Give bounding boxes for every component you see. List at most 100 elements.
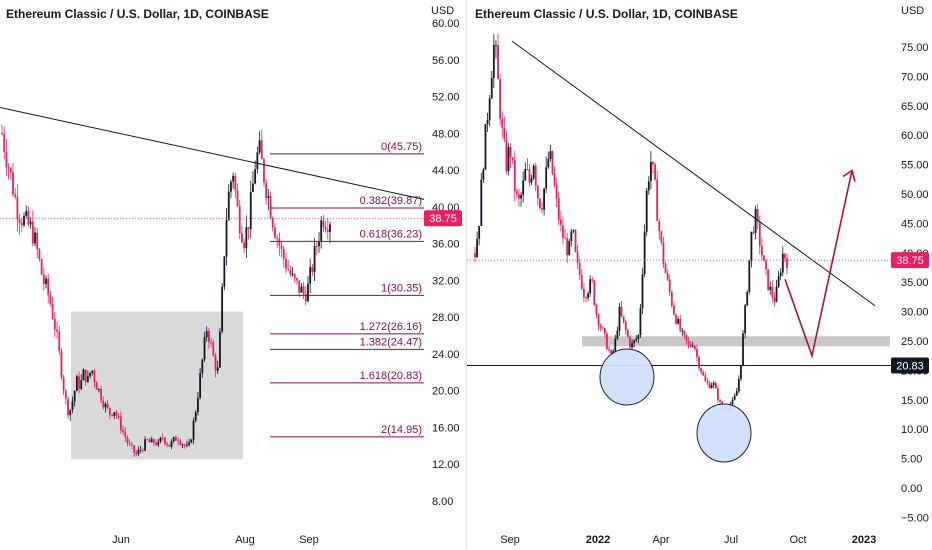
- left-candle-body: [271, 218, 274, 228]
- right-candle: [608, 346, 610, 353]
- right-candle-body: [633, 340, 636, 344]
- left-candle-body: [161, 437, 164, 439]
- left-candle-body: [252, 183, 254, 192]
- right-candle-body: [610, 350, 613, 354]
- left-candle-body: [29, 221, 32, 225]
- left-candle: [36, 227, 39, 259]
- right-candle: [507, 143, 510, 176]
- right-candle-body: [570, 231, 573, 241]
- left-candle-body: [86, 376, 89, 382]
- right-candle-body: [566, 238, 569, 256]
- right-candle-body: [480, 179, 483, 226]
- right-candle-body: [614, 338, 617, 351]
- right-candle-body: [689, 343, 692, 347]
- left-candle: [67, 396, 69, 419]
- right-candle: [482, 167, 485, 183]
- left-candle-body: [267, 196, 270, 199]
- right-candle: [572, 229, 575, 234]
- right-candle: [683, 330, 686, 339]
- left-last-price-tag: 38.75: [424, 210, 462, 227]
- left-candle: [58, 326, 61, 355]
- right-candle: [767, 269, 770, 292]
- left-candle-body: [168, 444, 171, 447]
- left-candle-body: [1, 133, 3, 135]
- left-candle: [104, 401, 107, 413]
- right-candle: [740, 365, 742, 382]
- right-candle: [511, 157, 514, 165]
- left-candle-body: [51, 304, 54, 319]
- left-candle-body: [276, 237, 279, 239]
- right-candle-body: [578, 262, 581, 275]
- right-candle: [675, 313, 677, 326]
- left-y-tick-label: 8.00: [432, 496, 453, 508]
- left-chart-panel[interactable]: 8.00 12.00 16.00 20.00 24.00 28.00 32.00 36.00 4…: [0, 0, 466, 550]
- right-candle-body: [771, 286, 774, 298]
- left-candle: [232, 172, 235, 189]
- left-candle: [102, 396, 105, 410]
- left-candle-body: [241, 233, 243, 243]
- right-candle-body: [719, 399, 721, 402]
- right-candle: [624, 319, 627, 335]
- right-y-axis-ticks: −5.000.005.0010.0015.0020.0025.0030.0035…: [901, 42, 929, 524]
- right-chart-canvas[interactable]: −5.000.005.0010.0015.0020.0025.0030.0035…: [467, 0, 932, 550]
- left-candle: [82, 368, 85, 381]
- right-candle-body: [742, 333, 744, 366]
- left-candle: [216, 360, 219, 375]
- right-candle: [495, 40, 497, 59]
- right-candle-body: [754, 209, 757, 233]
- right-candle-body: [518, 194, 520, 199]
- left-candle: [56, 321, 58, 339]
- left-candle-body: [219, 331, 221, 368]
- right-candle: [677, 316, 680, 325]
- left-candle-body: [287, 268, 290, 270]
- left-candle: [225, 207, 228, 266]
- right-candle: [775, 279, 778, 303]
- left-candle-body: [236, 190, 239, 207]
- right-candle: [515, 188, 518, 198]
- left-candle-body: [25, 210, 28, 216]
- left-candle: [241, 226, 243, 244]
- right-chart-panel[interactable]: −5.000.005.0010.0015.0020.0025.0030.0035…: [466, 0, 932, 550]
- right-y-tick-label: 25.00: [901, 336, 929, 348]
- right-candle: [539, 197, 541, 210]
- left-candle: [95, 381, 98, 390]
- right-candle-body: [691, 346, 694, 347]
- left-candle: [302, 281, 305, 300]
- left-candle-body: [223, 256, 226, 287]
- right-candle: [585, 296, 587, 303]
- left-candle: [212, 339, 215, 357]
- right-candle-body: [675, 314, 677, 324]
- left-candle-body: [225, 220, 228, 257]
- right-candle: [566, 232, 569, 264]
- right-candle-body: [685, 334, 688, 341]
- left-candle: [108, 407, 111, 420]
- left-candle: [62, 374, 65, 396]
- left-candle-body: [97, 388, 100, 390]
- right-candle: [492, 34, 495, 88]
- right-candle-body: [777, 276, 780, 287]
- left-candle: [219, 327, 221, 369]
- left-y-tick-label: 28.00: [432, 312, 460, 324]
- left-candle-body: [249, 191, 252, 230]
- left-fib-label: 0.618(36.23): [360, 228, 422, 240]
- right-candle: [555, 177, 558, 208]
- left-candle: [313, 238, 316, 282]
- left-candle-body: [210, 341, 213, 343]
- right-candle: [599, 323, 602, 332]
- right-candle: [733, 393, 736, 401]
- right-candle: [752, 225, 755, 235]
- right-projection-line: [784, 170, 853, 359]
- left-chart-canvas[interactable]: 8.00 12.00 16.00 20.00 24.00 28.00 32.00 36.00 4…: [0, 0, 466, 550]
- left-candle-body: [5, 151, 8, 168]
- right-candle: [524, 162, 527, 181]
- right-candle-body: [639, 308, 642, 336]
- left-candle-body: [186, 445, 188, 446]
- left-candle: [236, 183, 239, 208]
- right-candle: [520, 191, 522, 207]
- right-candle: [664, 261, 667, 274]
- right-y-tick-label: 0.00: [901, 483, 922, 495]
- right-candle: [526, 157, 529, 171]
- right-candle: [629, 335, 631, 351]
- right-candle: [601, 326, 604, 329]
- left-candle: [210, 337, 213, 347]
